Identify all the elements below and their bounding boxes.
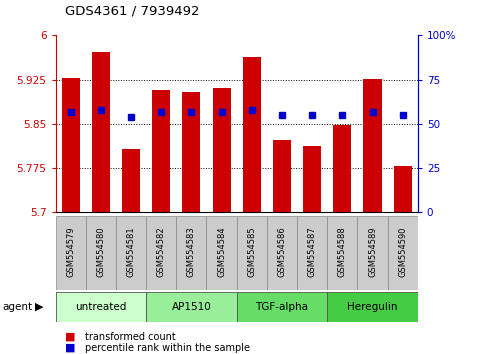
Bar xyxy=(92,52,110,212)
Bar xyxy=(273,141,291,212)
Bar xyxy=(86,216,116,290)
Text: transformed count: transformed count xyxy=(85,332,175,342)
Text: GSM554582: GSM554582 xyxy=(156,226,166,277)
Text: AP1510: AP1510 xyxy=(171,302,211,312)
Bar xyxy=(213,88,231,212)
Bar xyxy=(176,216,207,290)
Bar xyxy=(56,292,146,322)
Text: agent: agent xyxy=(2,302,32,312)
Bar xyxy=(152,90,170,212)
Text: GSM554587: GSM554587 xyxy=(308,226,317,277)
Bar xyxy=(394,166,412,212)
Text: percentile rank within the sample: percentile rank within the sample xyxy=(85,343,250,353)
Text: GSM554589: GSM554589 xyxy=(368,226,377,277)
Text: GSM554590: GSM554590 xyxy=(398,226,407,277)
Bar xyxy=(357,216,388,290)
Bar xyxy=(62,78,80,212)
Bar xyxy=(297,216,327,290)
Text: GDS4361 / 7939492: GDS4361 / 7939492 xyxy=(65,5,199,18)
Text: GSM554588: GSM554588 xyxy=(338,226,347,277)
Text: Heregulin: Heregulin xyxy=(347,302,398,312)
Text: GSM554579: GSM554579 xyxy=(66,226,75,277)
Text: GSM554584: GSM554584 xyxy=(217,226,226,277)
Text: ▶: ▶ xyxy=(35,302,43,312)
Bar xyxy=(56,216,86,290)
Bar xyxy=(183,92,200,212)
Bar xyxy=(303,146,321,212)
Text: ■: ■ xyxy=(65,343,76,353)
Bar xyxy=(122,149,140,212)
Bar xyxy=(146,292,237,322)
Bar xyxy=(207,216,237,290)
Text: GSM554583: GSM554583 xyxy=(187,226,196,277)
Bar xyxy=(333,125,352,212)
Bar xyxy=(267,216,297,290)
Text: TGF-alpha: TGF-alpha xyxy=(256,302,309,312)
Bar xyxy=(364,79,382,212)
Bar xyxy=(237,216,267,290)
Text: GSM554586: GSM554586 xyxy=(277,226,286,277)
Text: untreated: untreated xyxy=(75,302,127,312)
Text: GSM554581: GSM554581 xyxy=(127,226,136,277)
Bar xyxy=(327,292,418,322)
Bar xyxy=(116,216,146,290)
Bar xyxy=(146,216,176,290)
Text: ■: ■ xyxy=(65,332,76,342)
Bar xyxy=(327,216,357,290)
Bar xyxy=(388,216,418,290)
Bar xyxy=(237,292,327,322)
Bar xyxy=(242,57,261,212)
Text: GSM554585: GSM554585 xyxy=(247,226,256,277)
Text: GSM554580: GSM554580 xyxy=(96,226,105,277)
